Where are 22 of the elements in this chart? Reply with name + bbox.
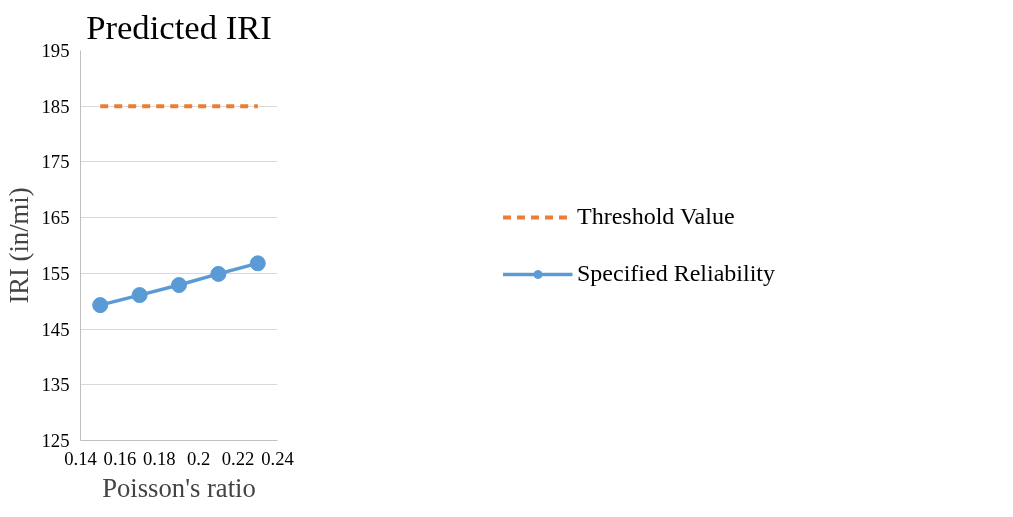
y-axis-title: IRI (in/mi) [3, 187, 34, 304]
x-tick-label: 0.22 [221, 447, 255, 469]
x-tick-label: 0.2 [187, 447, 211, 469]
x-tick-label: 0.24 [261, 447, 295, 469]
y-tick-label: 135 [41, 374, 70, 396]
y-tick-label: 175 [41, 151, 70, 173]
point [210, 265, 227, 282]
y-tick-label: 185 [41, 95, 70, 117]
y-tick-label: 155 [41, 262, 70, 284]
chart-title: Predicted IRI [86, 7, 272, 46]
y-tick-label: 195 [41, 40, 70, 61]
x-tick-label: 0.18 [142, 447, 176, 469]
y-tick-label: 165 [41, 207, 70, 229]
x-axis-title: Poisson's ratio [102, 472, 256, 503]
legend-label: Specified Reliability [577, 260, 775, 287]
point [171, 277, 187, 294]
legend-label: Threshold Value [577, 203, 735, 230]
point [131, 287, 148, 304]
y-tick-label: 145 [41, 318, 70, 340]
point [249, 255, 266, 272]
point [92, 297, 109, 314]
x-tick-label: 0.16 [103, 447, 137, 469]
